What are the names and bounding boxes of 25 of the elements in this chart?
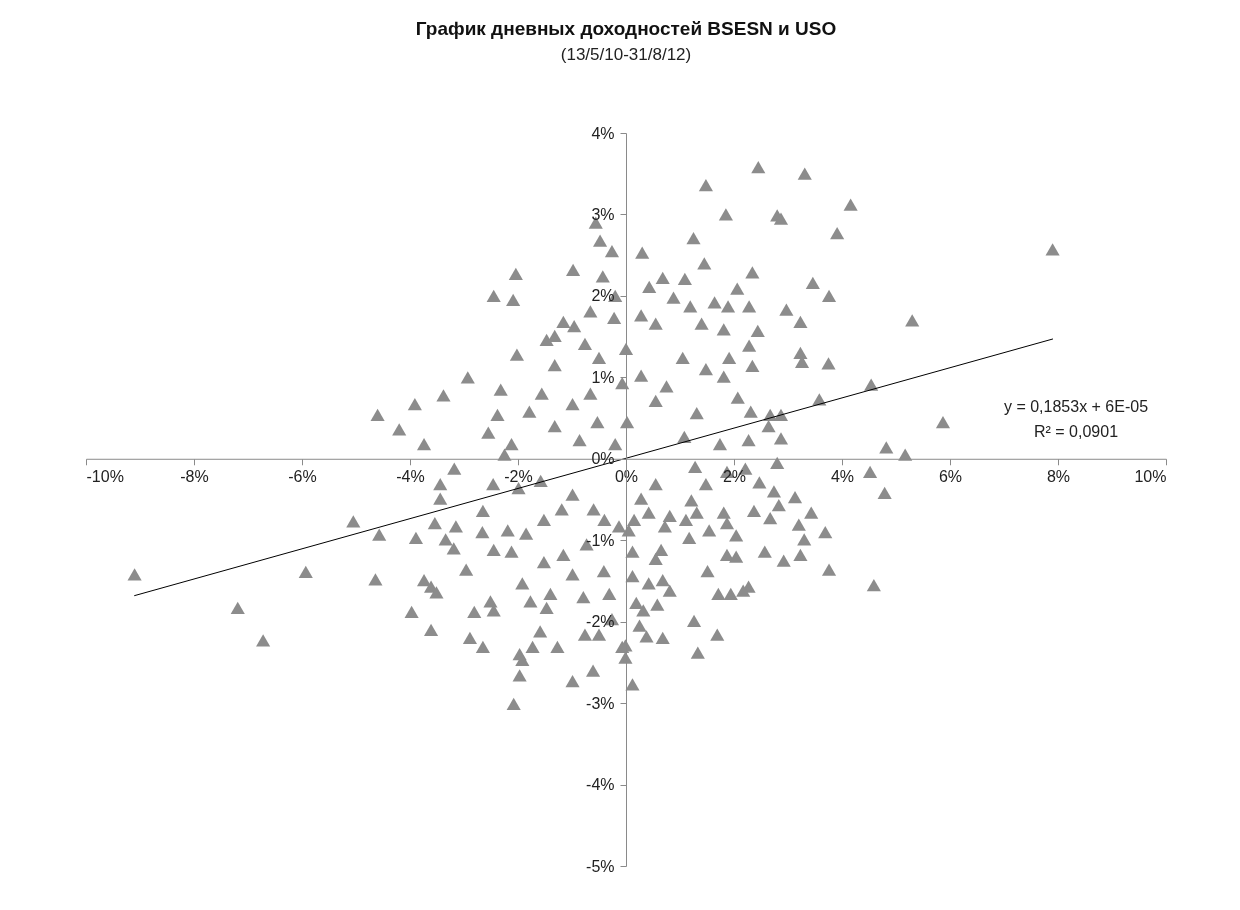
y-tick-label: -5% (586, 857, 615, 875)
y-tick-label: -4% (586, 776, 615, 794)
x-tick-label: 10% (1134, 468, 1167, 486)
y-tick-label: 4% (591, 124, 615, 142)
chart-subtitle: (13/5/10-31/8/12) (560, 45, 692, 64)
x-tick-label: 2% (722, 468, 747, 486)
x-tick-label: 0% (614, 468, 639, 486)
y-tick-label: -2% (586, 613, 615, 631)
annotation: y = 0,1853x + 6E-05 (1003, 398, 1149, 415)
y-tick-label: 3% (591, 205, 615, 223)
y-tick-label: 1% (591, 368, 615, 386)
x-tick-label: -6% (288, 468, 317, 486)
x-tick-label: -8% (180, 468, 209, 486)
x-tick-label: -2% (504, 468, 533, 486)
x-tick-label: -4% (396, 468, 425, 486)
x-tick-label: 4% (830, 468, 855, 486)
y-tick-label: -3% (586, 694, 615, 712)
chart-title: График дневных доходностей BSESN и USO (415, 18, 837, 39)
y-tick-label: 2% (591, 287, 615, 305)
x-tick-label: 6% (938, 468, 963, 486)
y-tick-label: -1% (586, 531, 615, 549)
x-tick-label: 8% (1046, 468, 1071, 486)
x-tick-label: -10% (86, 468, 124, 486)
y-tick-label: 0% (591, 450, 615, 468)
annotation: R² = 0,0901 (1033, 423, 1119, 440)
